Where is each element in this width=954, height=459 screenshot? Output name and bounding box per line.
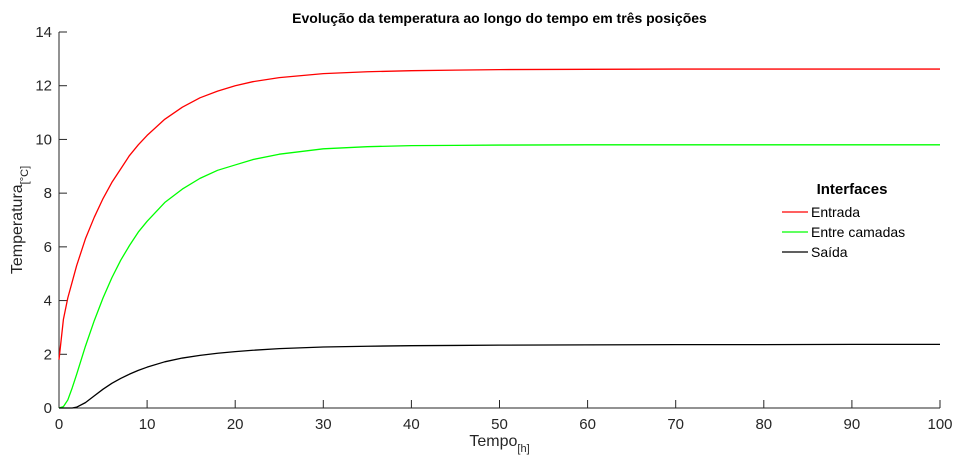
x-axis-label: Tempo	[469, 433, 517, 450]
y-axis-label: Temperatura	[9, 184, 26, 274]
series-line-1	[58, 68, 940, 360]
y-tick-label: 4	[44, 293, 52, 310]
legend-title: Interfaces	[817, 181, 888, 198]
chart-title: Evolução da temperatura ao longo do temp…	[292, 10, 707, 26]
y-tick-label: 10	[35, 131, 52, 148]
y-tick-label: 12	[35, 78, 52, 95]
y-tick-label: 0	[44, 400, 52, 417]
x-tick-label: 80	[755, 416, 772, 433]
x-tick-label: 40	[403, 416, 420, 433]
x-tick-label: 90	[844, 416, 861, 433]
x-tick-label: 10	[139, 416, 156, 433]
y-tick-label: 6	[44, 239, 52, 256]
y-tick-label: 14	[35, 24, 52, 41]
x-axis-unit: [h]	[517, 443, 529, 455]
series-lines	[58, 68, 940, 409]
legend-label: Entre camadas	[811, 224, 905, 240]
y-tick-label: 8	[44, 185, 52, 202]
legend-label: Entrada	[811, 204, 860, 220]
x-tick-label: 100	[927, 416, 952, 433]
series-line-2	[58, 144, 940, 409]
plot-area	[58, 32, 940, 409]
series-line-3	[59, 343, 940, 409]
x-tick-label: 0	[55, 416, 63, 433]
y-axis-unit: [°C]	[19, 166, 31, 184]
legend: Interfaces Entrada Entre camadas Saída	[782, 181, 905, 260]
x-tick-label: 50	[491, 416, 508, 433]
legend-items: Entrada Entre camadas Saída	[782, 204, 905, 260]
y-tick-label: 2	[44, 346, 52, 363]
x-tick-label: 70	[667, 416, 684, 433]
x-tick-label: 30	[315, 416, 332, 433]
legend-label: Saída	[811, 244, 848, 260]
x-axis: 0 10 20 30 40 50 60 70 80 90 100	[55, 400, 953, 433]
x-tick-label: 20	[227, 416, 244, 433]
y-axis-title: Temperatura[°C]	[9, 166, 31, 274]
x-axis-title: Tempo[h]	[469, 433, 529, 455]
x-tick-label: 60	[579, 416, 596, 433]
y-axis: 0 2 4 6 8 10 12 14	[35, 24, 67, 417]
